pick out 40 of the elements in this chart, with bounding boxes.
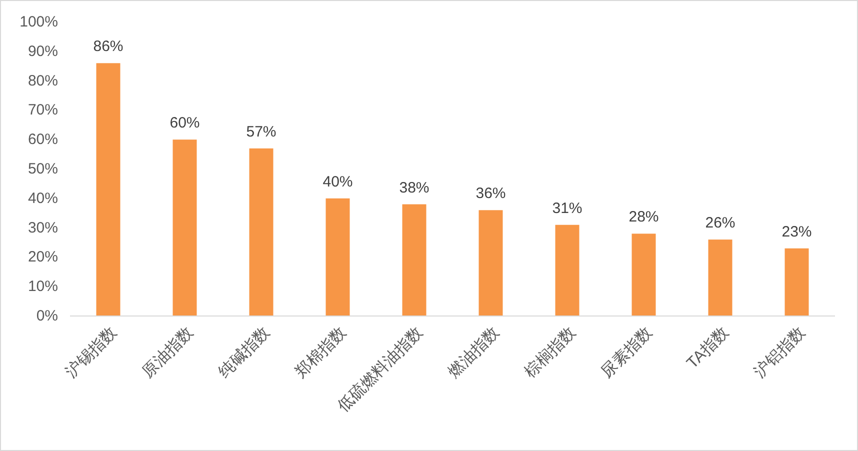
- data-label: 26%: [705, 214, 736, 232]
- x-tick-label: 尿素指数: [598, 323, 656, 382]
- data-label: 57%: [246, 123, 276, 140]
- x-tick-label: 棕榈指数: [521, 323, 580, 382]
- bar: [96, 63, 120, 316]
- data-label: 36%: [476, 185, 506, 202]
- y-tick-label: 60%: [28, 131, 58, 148]
- bar: [784, 248, 809, 316]
- bar: [555, 224, 580, 316]
- x-tick-label: 郑棉指数: [292, 323, 350, 382]
- y-tick-label: 40%: [28, 190, 58, 207]
- y-tick-label: 50%: [28, 160, 58, 178]
- bar: [402, 204, 426, 316]
- bar: [249, 148, 274, 316]
- y-tick-label: 90%: [28, 42, 58, 60]
- bar: [478, 210, 503, 316]
- y-tick-label: 30%: [28, 219, 58, 236]
- y-tick-label: 100%: [20, 14, 58, 30]
- y-tick-label: 70%: [28, 102, 58, 119]
- y-tick-label: 20%: [28, 248, 58, 266]
- bar: [172, 140, 197, 316]
- x-tick-label: 沪锡指数: [62, 323, 120, 382]
- x-tick-label: 沪铝指数: [750, 323, 809, 382]
- y-tick-label: 0%: [36, 308, 58, 324]
- data-label: 28%: [628, 208, 659, 226]
- data-label: 23%: [782, 223, 812, 240]
- x-tick-label: 纯碱指数: [215, 323, 274, 382]
- y-tick-label: 80%: [28, 72, 58, 90]
- bar: [326, 198, 350, 316]
- x-tick-label: 燃油指数: [444, 323, 503, 382]
- x-tick-label: TA指数: [683, 323, 732, 372]
- bar: [632, 234, 656, 316]
- data-label: 38%: [399, 179, 430, 196]
- data-label: 60%: [170, 114, 200, 132]
- bar: [708, 240, 732, 316]
- y-tick-label: 10%: [28, 278, 58, 296]
- x-tick-label: 原油指数: [138, 323, 197, 382]
- data-label: 40%: [322, 173, 353, 190]
- data-label: 31%: [552, 200, 582, 217]
- data-label: 86%: [93, 38, 124, 56]
